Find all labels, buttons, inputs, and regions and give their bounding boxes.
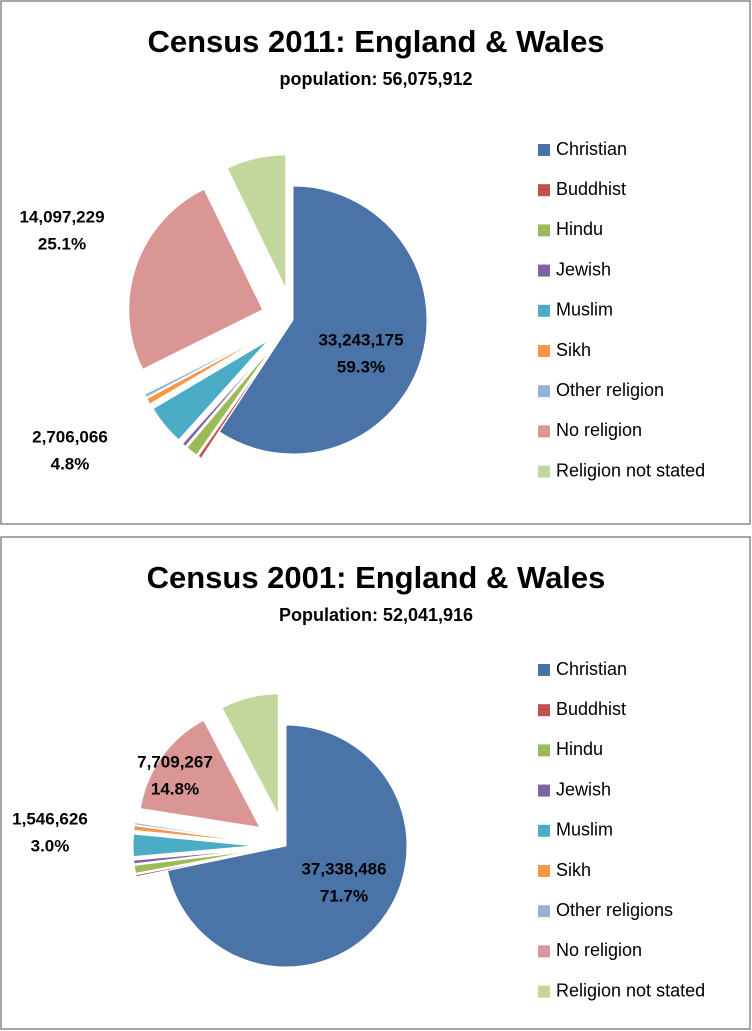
legend-swatch	[538, 865, 550, 877]
pie-slice	[132, 833, 255, 858]
percent-label: 25.1%	[38, 234, 86, 253]
pie-slice	[133, 821, 255, 842]
legend-label: Muslim	[556, 820, 613, 840]
legend-swatch	[538, 184, 550, 197]
data-label: 7,709,267	[137, 752, 213, 771]
legend-swatch	[538, 385, 550, 398]
legend-swatch	[538, 985, 550, 998]
legend-label: Christian	[556, 139, 627, 159]
legend-label: Hindu	[556, 739, 603, 759]
pie-chart: Census 2001: England & Wales Population: …	[0, 536, 751, 1030]
percent-label: 4.8%	[51, 454, 90, 473]
pie-slice	[143, 334, 265, 399]
percent-label: 3.0%	[31, 836, 70, 855]
legend-swatch	[538, 345, 550, 357]
pie-slice	[133, 850, 255, 874]
data-label: 14,097,229	[19, 207, 104, 226]
percent-label: 59.3%	[337, 357, 385, 376]
legend-swatch	[538, 945, 550, 958]
pie-slice	[152, 339, 269, 441]
legend-label: Jewish	[556, 779, 611, 799]
legend-label: Religion not stated	[556, 460, 705, 480]
legend-swatch	[538, 905, 550, 918]
legend-swatch	[538, 224, 550, 237]
legend-swatch	[538, 425, 550, 438]
legend-label: Buddhist	[556, 179, 626, 199]
pie-slice	[135, 851, 255, 878]
legend-label: Buddhist	[556, 699, 626, 719]
pie-slice	[221, 693, 279, 816]
pie-slice	[139, 719, 261, 829]
pie-slice	[166, 724, 408, 968]
pie-slice	[181, 343, 273, 448]
chart-title: Census 2001: England & Wales	[147, 560, 606, 595]
pie-slice	[133, 848, 255, 865]
legend-swatch	[538, 465, 550, 478]
legend-label: Hindu	[556, 219, 603, 239]
legend-swatch	[538, 704, 550, 717]
legend-swatch	[538, 744, 550, 757]
legend-swatch	[538, 664, 550, 676]
chart-subtitle: Population: 52,041,916	[279, 605, 473, 625]
data-label: 1,546,626	[12, 809, 88, 828]
legend-label: No religion	[556, 940, 642, 960]
legend-swatch	[538, 144, 550, 156]
legend-swatch	[538, 304, 550, 317]
pie-slice	[186, 345, 274, 456]
legend-label: Jewish	[556, 259, 611, 279]
pie-slice	[146, 335, 266, 405]
pie-slice	[197, 346, 276, 460]
legend-swatch	[538, 784, 550, 797]
legend-swatch	[538, 824, 550, 837]
data-label: 37,338,486	[301, 859, 386, 878]
legend-label: Muslim	[556, 300, 613, 320]
data-label: 2,706,066	[32, 427, 108, 446]
legend-label: Religion not stated	[556, 980, 705, 1000]
pie-slice	[226, 154, 287, 290]
pie-slice	[218, 185, 428, 455]
pie-slice	[128, 188, 264, 370]
legend-label: Sikh	[556, 340, 591, 360]
legend-label: No religion	[556, 420, 642, 440]
legend-swatch	[538, 264, 550, 277]
percent-label: 14.8%	[151, 779, 199, 798]
chart-title: Census 2011: England & Wales	[147, 24, 604, 59]
chart-subtitle: population: 56,075,912	[279, 69, 472, 89]
percent-label: 71.7%	[320, 886, 368, 905]
legend-label: Other religion	[556, 380, 664, 400]
legend-label: Sikh	[556, 860, 591, 880]
data-label: 33,243,175	[318, 330, 403, 349]
pie-slice	[133, 825, 255, 843]
legend-label: Other religions	[556, 900, 673, 920]
pie-chart: Census 2011: England & Wales population: …	[0, 0, 751, 525]
legend-label: Christian	[556, 659, 627, 679]
